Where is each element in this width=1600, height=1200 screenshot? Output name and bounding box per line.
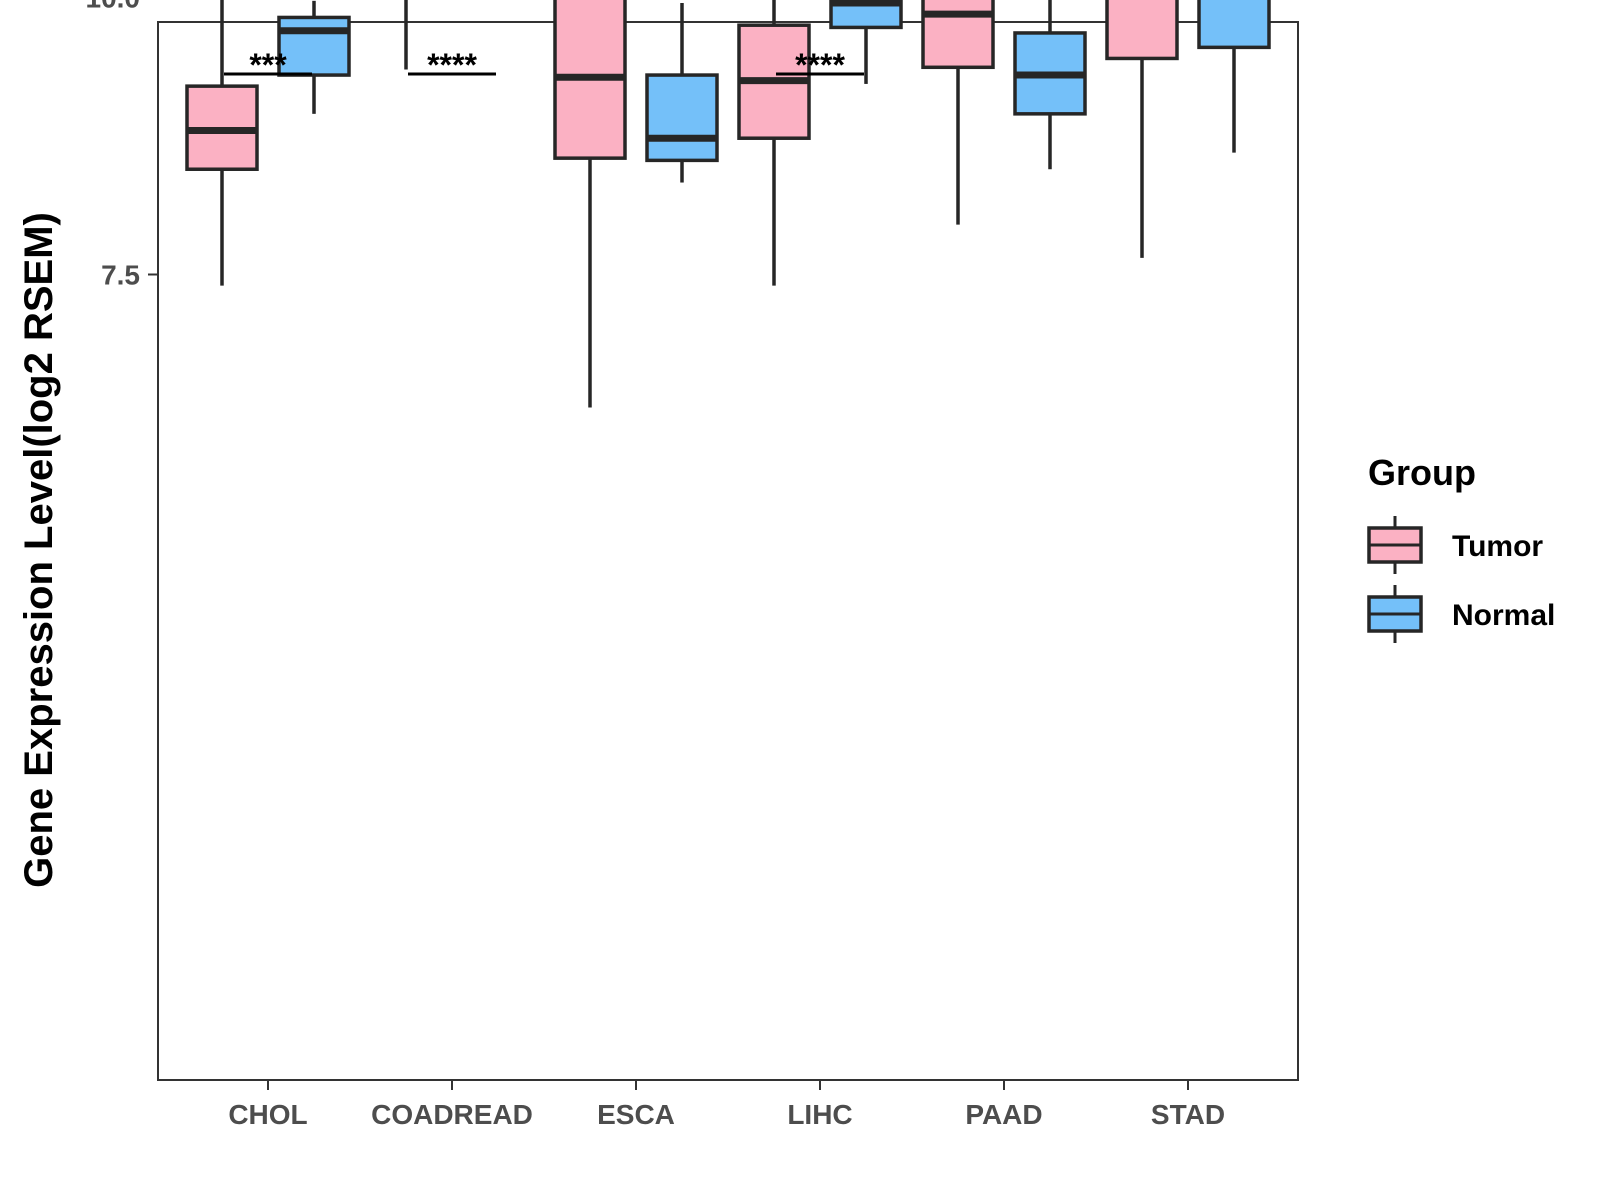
box-lihc-tumor [737,0,811,286]
y-axis-title: Gene Expression Level(log2 RSEM) [17,212,61,888]
box-paad-tumor [921,0,995,225]
box-body [1197,0,1271,50]
box-paad-normal [1013,0,1087,170]
box-chol-normal [277,0,351,114]
legend-label: Normal [1452,599,1555,632]
x-tick-label: ESCA [597,1099,675,1130]
box-stad-tumor [1105,0,1179,258]
box-chol-tumor [185,0,259,286]
x-axis: CHOL COADREAD ESCA LIHC PAAD STAD [228,1080,1225,1130]
y-tick-label: 10.0 [86,0,141,14]
significance-annotations: *** **** **** [224,47,864,83]
significance-stars: **** [795,47,845,83]
box-body [921,0,995,70]
x-tick-label: CHOL [228,1099,307,1130]
y-tick-label: 7.5 [101,260,140,291]
box-body [645,73,719,163]
significance-stars: *** [249,47,287,83]
box-esca-normal [645,3,719,183]
legend-label: Tumor [1452,530,1543,563]
significance-coadread: **** [408,47,496,83]
significance-lihc: **** [776,47,864,83]
x-tick-label: STAD [1151,1099,1225,1130]
legend: Group Tumor Normal [1367,452,1555,643]
significance-stars: **** [427,47,477,83]
box-esca-tumor [553,0,627,408]
x-tick-label: PAAD [965,1099,1042,1130]
plot-panel [157,21,1299,1081]
significance-chol: *** [224,47,312,83]
boxes-layer [185,0,1271,408]
legend-title: Group [1368,452,1476,493]
x-tick-label: COADREAD [371,1099,533,1130]
box-lihc-normal [829,0,903,84]
x-tick-label: LIHC [787,1099,852,1130]
legend-item-tumor: Tumor [1367,516,1543,574]
legend-item-normal: Normal [1367,585,1555,643]
y-axis: 7.510.012.5 [86,0,158,291]
box-body [1105,0,1179,61]
box-stad-normal [1197,0,1271,153]
box-coadread-tumor [404,0,408,70]
box-body [277,15,351,77]
